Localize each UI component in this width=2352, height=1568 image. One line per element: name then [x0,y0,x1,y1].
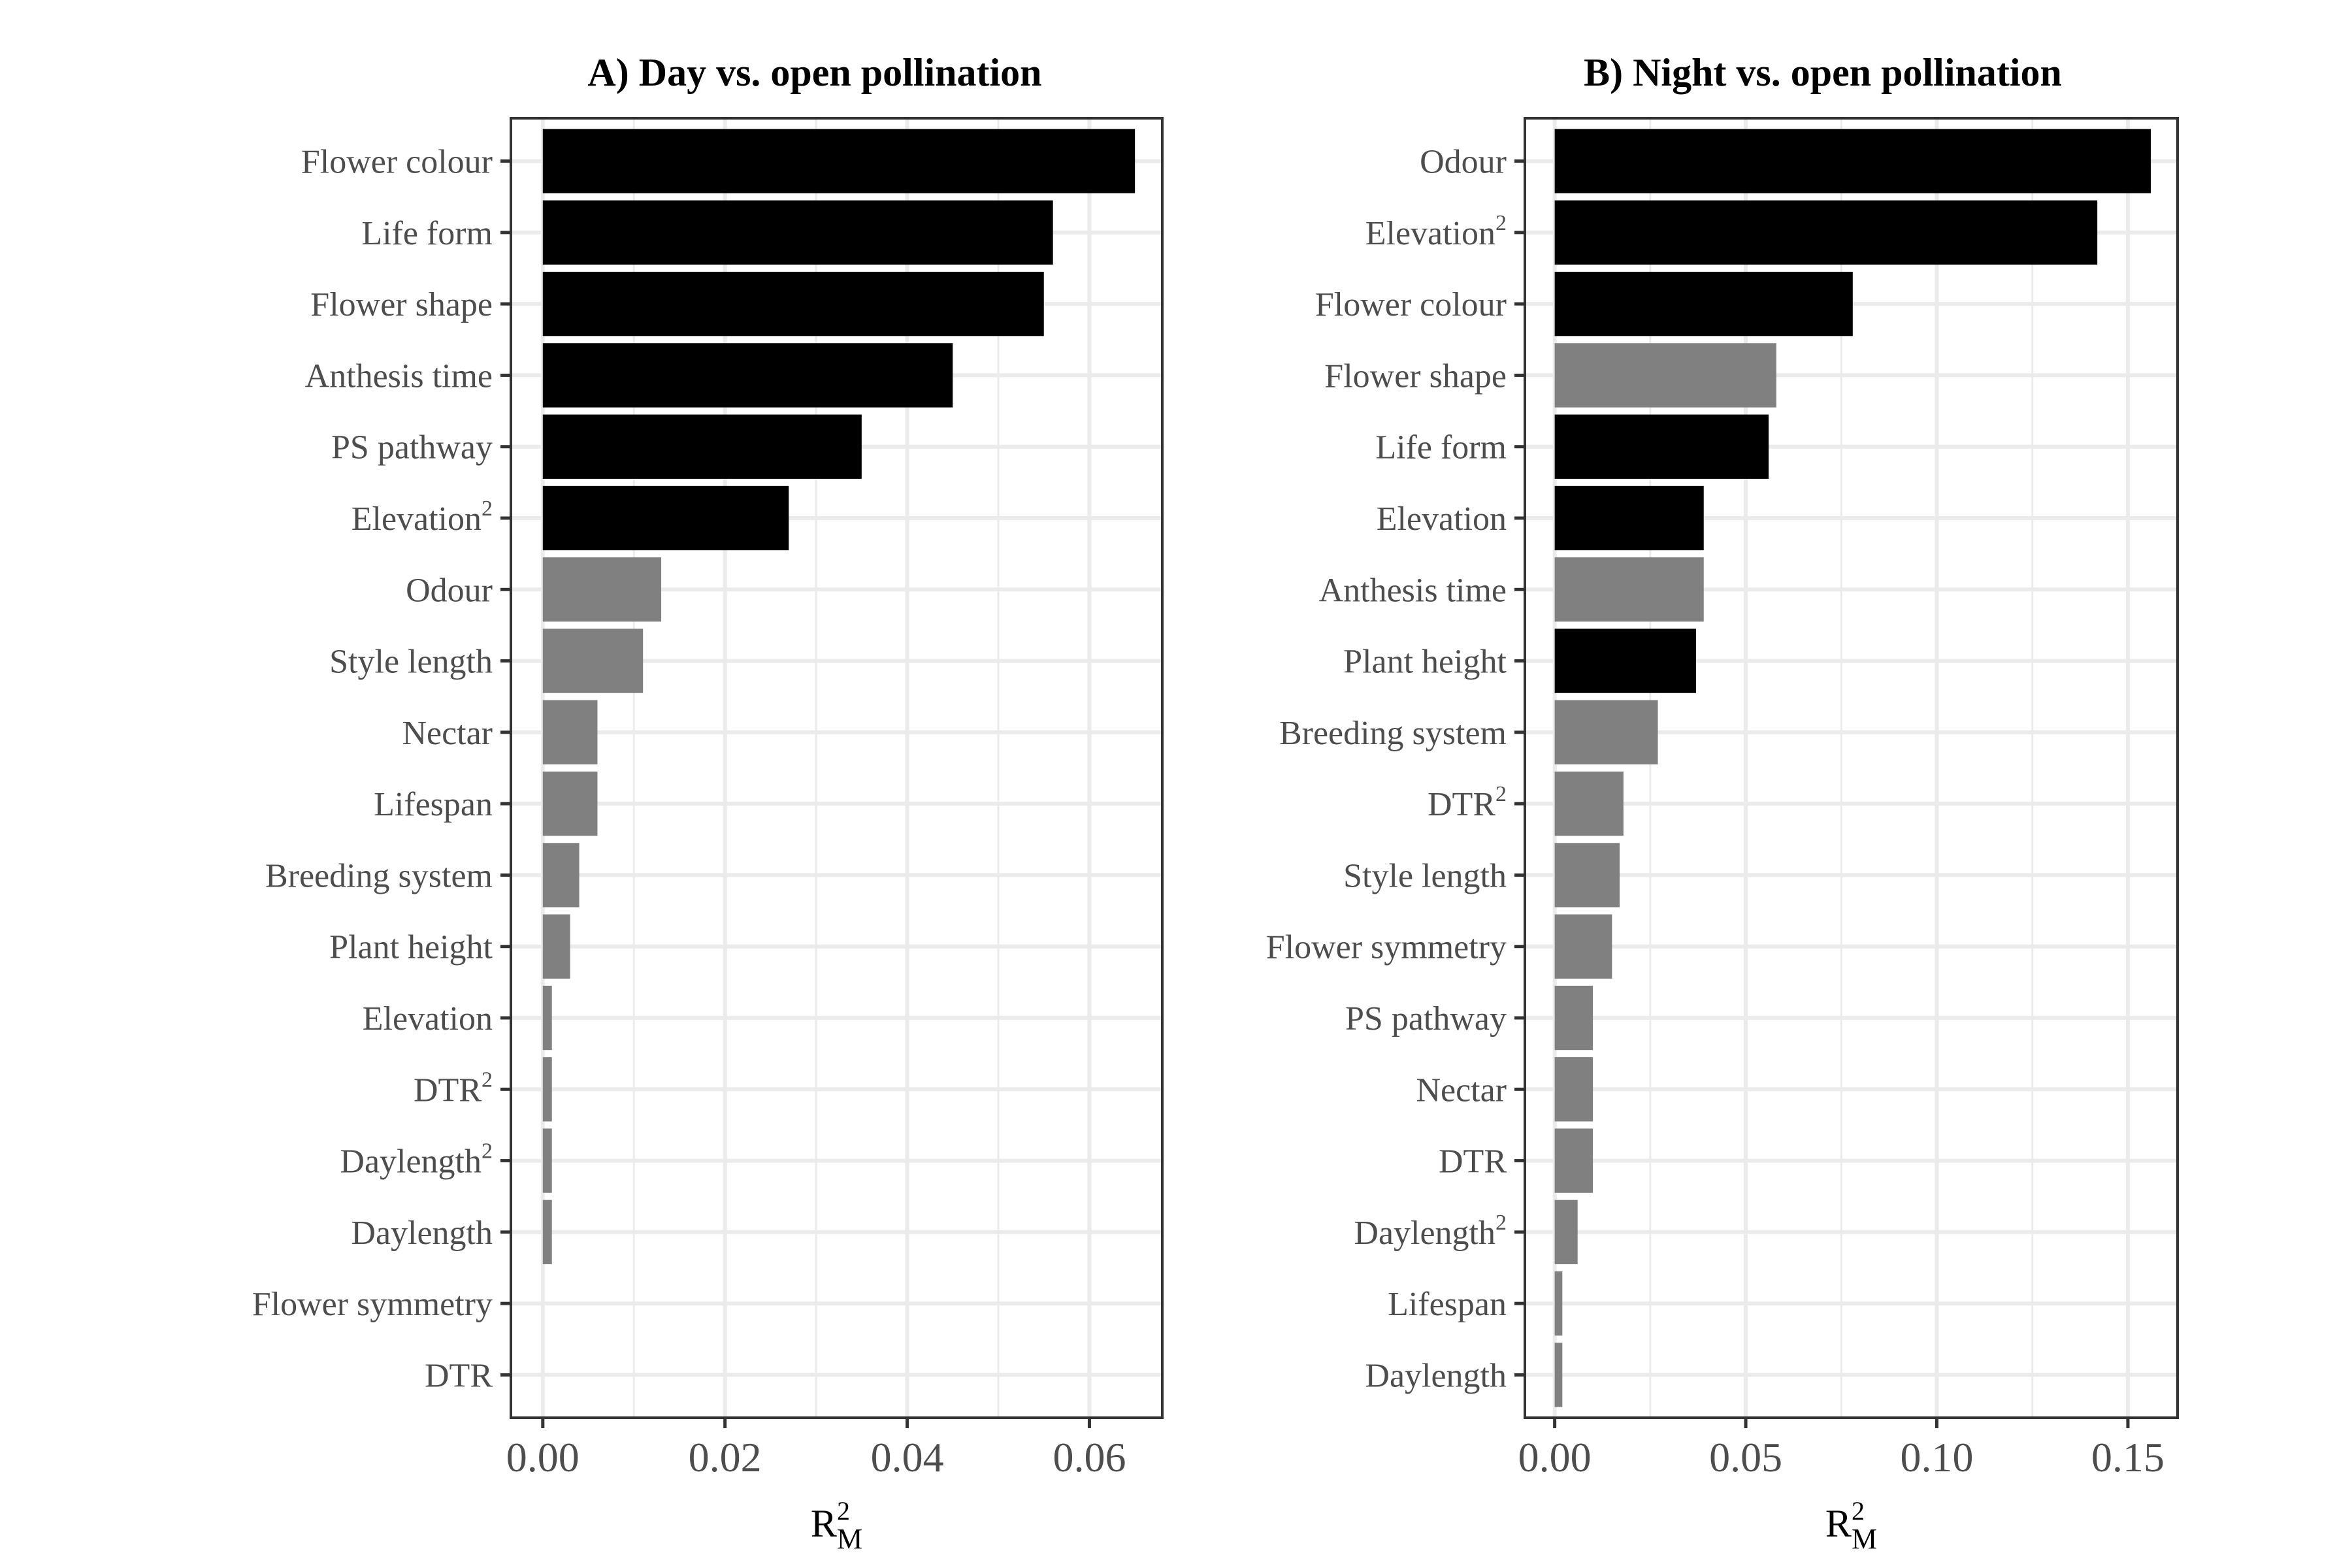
bar [1554,843,1620,907]
bar [1554,1128,1593,1193]
category-label: Breeding system [1279,715,1507,752]
x-tick-label: 0.10 [1901,1434,1974,1480]
bar [1554,343,1776,408]
bar [1554,985,1593,1051]
panel-border [510,117,1164,1419]
category-label: Lifespan [374,786,493,823]
category-label: Daylength [351,1215,493,1252]
category-label: Elevation2 [1365,211,1507,252]
category-label: Life form [1375,429,1507,466]
category-label: Elevation [363,1000,493,1037]
x-tick-label: 0.00 [506,1434,580,1480]
bar [1554,700,1658,765]
bar [1554,557,1704,622]
x-tick-label: 0.15 [2091,1434,2164,1480]
category-label: Flower colour [301,144,493,181]
category-label: DTR2 [414,1068,493,1109]
bar [542,1128,552,1193]
x-tick-label: 0.06 [1053,1434,1126,1480]
category-label: Nectar [402,715,493,752]
bar [1554,914,1612,979]
category-label: Elevation [1377,500,1507,538]
bar [542,843,580,907]
category-label: Elevation2 [351,497,493,538]
bar [1554,414,1769,479]
bar [1554,1343,1563,1407]
category-label: Odour [1420,144,1507,181]
panel-a: Flower colour Life form Flower shape Anthes… [252,51,1164,1555]
category-label: Style length [1343,857,1507,894]
category-label: Odour [406,572,493,609]
category-label: Nectar [1416,1071,1507,1109]
bar [542,700,598,765]
category-label: Anthesis time [305,357,493,395]
bar [542,200,1053,265]
category-label: Anthesis time [1319,572,1507,609]
x-axis-label: R2 M [1825,1496,1877,1555]
category-label: Flower colour [1315,286,1507,323]
category-label: DTR [1439,1143,1507,1181]
category-label: DTR [425,1357,493,1394]
category-label: Flower symmetry [252,1286,493,1323]
category-label: Flower shape [1324,357,1507,395]
x-tick-label: 0.04 [871,1434,944,1480]
bar [542,129,1135,193]
bar [1554,271,1853,336]
bar [1554,629,1697,693]
category-label: Breeding system [265,857,493,894]
bar [542,1200,552,1265]
category-label: Daylength [1365,1357,1507,1394]
category-label: Flower symmetry [1266,929,1507,966]
category-label: DTR2 [1428,782,1507,823]
x-tick-label: 0.02 [689,1434,762,1480]
category-label: Plant height [1343,644,1507,681]
panel-title: A) Day vs. open pollination [587,51,1041,94]
bar [542,557,662,622]
bar [1554,485,1704,551]
bar [542,485,789,551]
bar [542,914,570,979]
category-label: PS pathway [331,429,493,466]
panel-b: Odour Elevation2 Flower colour Flower shape… [1266,51,2179,1555]
bar [1554,1271,1563,1336]
bar [542,985,552,1051]
category-label: Life form [361,215,493,252]
panel-title: B) Night vs. open pollination [1584,51,2062,94]
bar [1554,771,1624,836]
panel-border [1524,117,2179,1419]
bar [542,414,862,479]
bar [542,343,953,408]
category-label: Style length [329,644,493,681]
category-label: Daylength2 [1354,1211,1507,1252]
x-tick-label: 0.05 [1709,1434,1782,1480]
bar [542,629,644,693]
bar [1554,200,2098,265]
bar [542,271,1044,336]
bar [542,771,598,836]
category-label: Lifespan [1388,1286,1507,1323]
bar [1554,1200,1578,1265]
bar [1554,1057,1593,1122]
category-label: Plant height [329,929,493,966]
bar [1554,129,2151,193]
category-label: Flower shape [310,286,493,323]
category-label: PS pathway [1345,1000,1507,1037]
x-axis-label: R2 M [811,1496,862,1555]
bar [542,1057,552,1122]
x-tick-label: 0.00 [1518,1434,1592,1480]
category-label: Daylength2 [340,1139,493,1181]
